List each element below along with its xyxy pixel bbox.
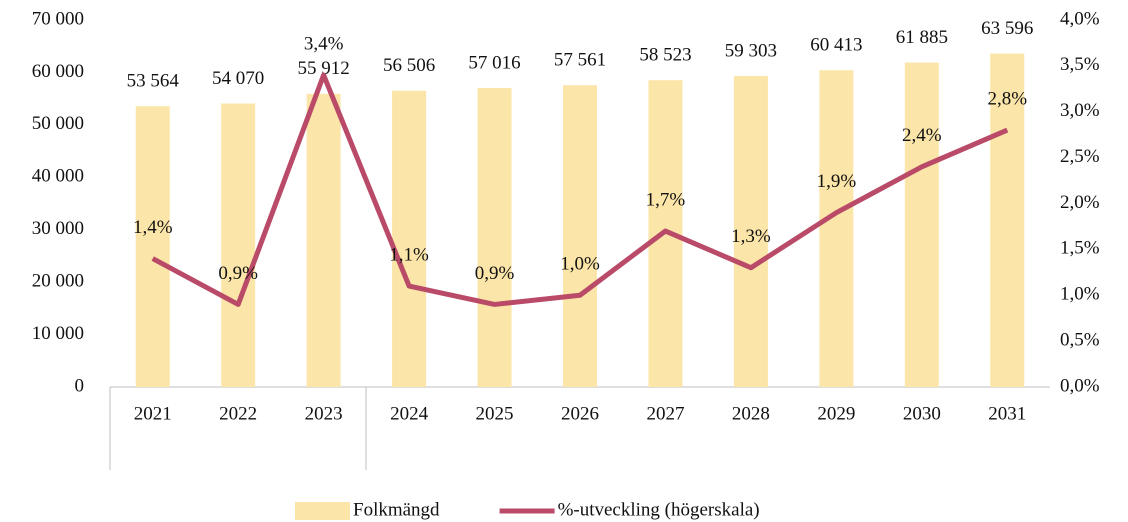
y-tick-label: 30 000 bbox=[32, 218, 84, 239]
y2-tick-label: 1,0% bbox=[1060, 284, 1100, 305]
bar bbox=[733, 76, 768, 388]
line-value-label: 1,7% bbox=[646, 189, 686, 210]
bar bbox=[392, 90, 427, 387]
line-value-label: 3,4% bbox=[304, 33, 344, 54]
y2-tick-label: 2,5% bbox=[1060, 146, 1100, 167]
y-tick-label: 70 000 bbox=[32, 8, 84, 29]
bar bbox=[990, 53, 1025, 387]
y-tick-label: 60 000 bbox=[32, 61, 84, 82]
bar-value-label: 58 523 bbox=[639, 45, 691, 66]
bar-value-label: 61 885 bbox=[896, 27, 948, 48]
bar-value-label: 60 413 bbox=[810, 35, 862, 56]
y-tick-label: 20 000 bbox=[32, 271, 84, 292]
y-tick-label: 0 bbox=[75, 375, 85, 396]
y-tick-label: 10 000 bbox=[32, 323, 84, 344]
x-tick-label: 2023 bbox=[305, 403, 343, 424]
x-tick-label: 2031 bbox=[988, 403, 1026, 424]
bar bbox=[221, 103, 256, 388]
bar-value-label: 56 506 bbox=[383, 55, 435, 76]
x-tick-label: 2026 bbox=[561, 403, 599, 424]
y2-tick-label: 3,0% bbox=[1060, 100, 1100, 121]
bar bbox=[819, 70, 854, 387]
y2-tick-label: 1,5% bbox=[1060, 238, 1100, 259]
line-value-label: 2,8% bbox=[987, 88, 1027, 109]
x-tick-label: 2021 bbox=[134, 403, 172, 424]
legend-label: %-utveckling (högerskala) bbox=[558, 499, 760, 520]
line-value-label: 0,9% bbox=[218, 263, 258, 284]
bar-value-label: 54 070 bbox=[212, 68, 264, 89]
line-value-label: 0,9% bbox=[475, 263, 515, 284]
line-value-label: 2,4% bbox=[902, 125, 942, 146]
y-tick-label: 40 000 bbox=[32, 166, 84, 187]
line-value-label: 1,0% bbox=[560, 254, 600, 275]
x-tick-label: 2028 bbox=[732, 403, 770, 424]
line-value-label: 1,4% bbox=[133, 217, 173, 238]
bar bbox=[904, 62, 939, 388]
x-tick-label: 2025 bbox=[476, 403, 514, 424]
line-value-label: 1,3% bbox=[731, 226, 771, 247]
y2-tick-label: 2,0% bbox=[1060, 192, 1100, 213]
bar bbox=[563, 85, 597, 388]
bar-value-label: 57 016 bbox=[468, 52, 520, 73]
x-tick-label: 2027 bbox=[646, 403, 684, 424]
line bbox=[151, 72, 1009, 307]
y2-tick-label: 0,5% bbox=[1060, 329, 1100, 350]
bar bbox=[477, 88, 512, 388]
line-value-label: 1,1% bbox=[389, 244, 429, 265]
y-tick-label: 50 000 bbox=[32, 113, 84, 134]
x-tick-label: 2022 bbox=[219, 403, 257, 424]
bar bbox=[306, 93, 341, 387]
legend-swatch bbox=[295, 502, 350, 520]
bar-value-label: 59 303 bbox=[725, 40, 777, 61]
bar-value-label: 53 564 bbox=[127, 71, 180, 92]
x-tick-label: 2030 bbox=[903, 403, 941, 424]
line-value-label: 1,9% bbox=[817, 171, 857, 192]
x-tick-label: 2029 bbox=[817, 403, 855, 424]
bar-value-label: 55 912 bbox=[298, 58, 350, 79]
y2-tick-label: 0,0% bbox=[1060, 375, 1100, 396]
y2-tick-label: 3,5% bbox=[1060, 54, 1100, 75]
bar bbox=[135, 106, 170, 387]
legend-label: Folkmängd bbox=[353, 499, 440, 520]
y2-tick-label: 4,0% bbox=[1060, 8, 1100, 29]
bar-value-label: 63 596 bbox=[981, 18, 1033, 39]
x-tick-label: 2024 bbox=[390, 403, 429, 424]
bar-value-label: 57 561 bbox=[554, 50, 606, 71]
